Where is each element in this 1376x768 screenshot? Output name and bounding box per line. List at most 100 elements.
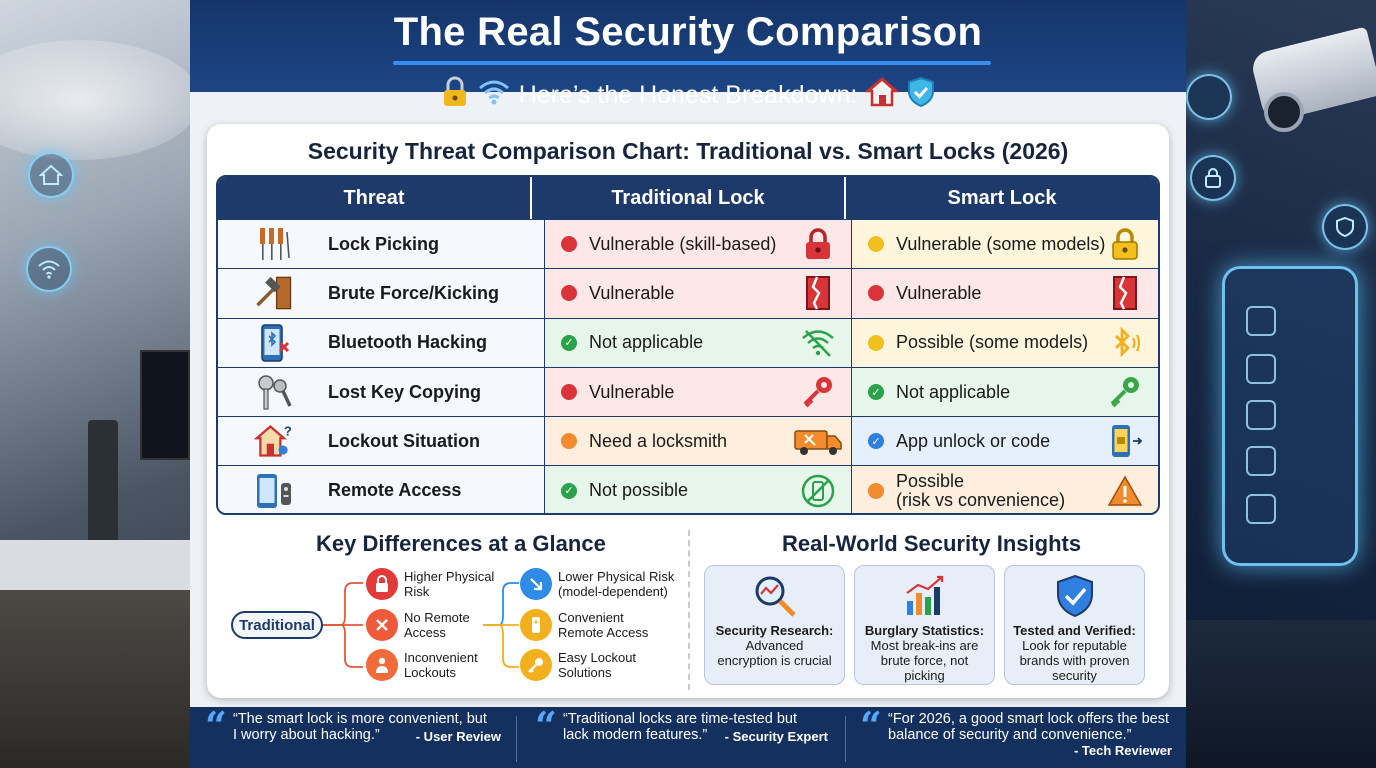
- status-dot-red: [561, 285, 577, 302]
- kd-item-easy-lockout: Easy Lockout Solutions: [520, 649, 688, 681]
- quote-line-1: “The smart lock is more convenient, but: [233, 711, 487, 727]
- phone-bluetooth-icon: [254, 323, 294, 363]
- wifi-icon: [477, 79, 511, 112]
- threat-cell: ? Lockout Situation: [218, 417, 545, 466]
- yellow-padlock-icon: [1106, 225, 1144, 263]
- house-icon: [864, 76, 900, 115]
- insight-body-2: brands with proven: [1019, 653, 1130, 668]
- threat-label: Lockout Situation: [328, 430, 480, 451]
- kd-line2: Solutions: [558, 665, 612, 680]
- threat-cell: Remote Access: [218, 466, 545, 513]
- column-header-traditional: Traditional Lock: [532, 177, 846, 219]
- threat-label: Remote Access: [328, 480, 462, 501]
- close-icon: [366, 609, 398, 641]
- table-header: Threat Traditional Lock Smart Lock: [218, 177, 1158, 219]
- quote-mark-icon: “: [535, 703, 557, 748]
- green-key-icon: [1106, 373, 1144, 411]
- insight-card-research: Security Research: Advanced encryption i…: [704, 565, 845, 685]
- quote-divider: [516, 716, 517, 762]
- quote-line-2: lack modern features.”: [563, 727, 708, 743]
- kd-item-inconvenient: Inconvenient Lockouts: [366, 649, 514, 681]
- traditional-cell: Vulnerable: [545, 269, 852, 318]
- quote-tech-reviewer: “ “For 2026, a good smart lock offers th…: [860, 707, 1172, 759]
- broken-door-icon: [1106, 274, 1144, 312]
- key-differences-connectors: [323, 582, 519, 668]
- quotes-bar: [190, 707, 1186, 768]
- lock-pick-tools-icon: [254, 224, 294, 264]
- shield-icon: [907, 76, 935, 115]
- background-smart-home-right: [1186, 0, 1376, 768]
- traditional-pill: Traditional: [231, 611, 323, 639]
- quote-author: - Security Expert: [724, 729, 828, 744]
- wifi-off-icon: [799, 324, 837, 362]
- threat-label: Lost Key Copying: [328, 381, 482, 402]
- lock-node-icon: [1190, 155, 1236, 201]
- traditional-cell: Vulnerable (skill-based): [545, 220, 852, 269]
- insight-body-1: Look for reputable: [1022, 638, 1127, 653]
- traditional-value: Need a locksmith: [589, 430, 728, 451]
- wifi-icon: [26, 246, 72, 292]
- section-divider: [688, 530, 690, 690]
- column-header-smart: Smart Lock: [947, 186, 1057, 209]
- insights-title: Real-World Security Insights: [782, 531, 1082, 556]
- threat-label: Brute Force/Kicking: [328, 282, 500, 303]
- traditional-cell: Vulnerable: [545, 367, 852, 417]
- status-dot-red: [868, 285, 884, 302]
- smart-value-line-2: (risk vs convenience): [896, 489, 1066, 510]
- insight-heading: Tested and Verified:: [1013, 623, 1136, 638]
- quote-user-review: “ “The smart lock is more convenient, bu…: [205, 707, 501, 745]
- quote-line-2: balance of security and convenience.”: [888, 727, 1132, 743]
- insight-heading: Burglary Statistics:: [864, 623, 985, 638]
- smart-value: Vulnerable (some models): [896, 233, 1106, 254]
- insight-body-2: brute force, not: [880, 653, 969, 668]
- traditional-value: Not applicable: [589, 332, 704, 353]
- arrow-down-icon: [520, 568, 552, 600]
- kd-line1: Higher Physical: [404, 569, 495, 584]
- kd-line1: Convenient: [558, 610, 624, 625]
- threat-label: Bluetooth Hacking: [328, 332, 488, 353]
- phone-remote-icon: [254, 471, 294, 511]
- status-dot-red: [561, 384, 577, 401]
- status-dot-yellow: [868, 334, 884, 351]
- insight-card-tested: Tested and Verified: Look for reputable …: [1004, 565, 1145, 685]
- threat-cell: Bluetooth Hacking: [218, 318, 545, 367]
- quote-mark-icon: “: [205, 703, 227, 748]
- smart-value-line-1: Possible: [896, 470, 965, 491]
- broken-door-icon: [799, 274, 837, 312]
- insight-body-3: security: [1052, 668, 1097, 683]
- column-header-threat: Threat: [218, 177, 532, 219]
- kd-item-convenient-remote: Convenient Remote Access: [520, 609, 688, 641]
- insight-body-1: Most break-ins are: [870, 638, 979, 653]
- locksmith-van-icon: [793, 422, 843, 460]
- lock-icon: [366, 568, 398, 600]
- kd-line2: Lockouts: [404, 665, 457, 680]
- smart-cell: Vulnerable: [852, 269, 1158, 318]
- person-lockout-icon: [366, 649, 398, 681]
- subtitle-row: Here’s the Honest Breakdown:: [190, 76, 1186, 115]
- title-underline: [393, 61, 991, 65]
- threat-label: Lock Picking: [328, 233, 440, 254]
- status-check-green: ✓: [561, 334, 577, 351]
- table-row: Brute Force/Kicking Vulnerable Vulnerabl…: [218, 268, 1158, 318]
- wifi-node-icon: [1186, 74, 1232, 120]
- smart-value: Possible (risk vs convenience): [896, 470, 1066, 510]
- smart-value: App unlock or code: [896, 430, 1051, 451]
- red-key-icon: [799, 373, 837, 411]
- magnifier-chart-icon: [752, 573, 798, 619]
- smart-cell: ✓ App unlock or code: [852, 417, 1158, 466]
- kd-line1: Lower Physical Risk: [558, 569, 675, 584]
- bar-chart-icon: [902, 573, 948, 619]
- smart-panel-display: [1222, 266, 1358, 566]
- quote-divider: [845, 716, 846, 762]
- traditional-value: Vulnerable: [589, 282, 675, 303]
- quote-line-1: “For 2026, a good smart lock offers the …: [888, 711, 1170, 727]
- table-row: Remote Access ✓ Not possible Possible (r…: [218, 465, 1158, 513]
- phone-unlock-icon: [1106, 422, 1144, 460]
- kd-line1: Easy Lockout: [558, 650, 637, 665]
- quote-author: - User Review: [415, 729, 501, 744]
- chart-title: Security Threat Comparison Chart: Tradit…: [307, 138, 1069, 164]
- bluetooth-icon: [1106, 324, 1144, 362]
- table-row: Lost Key Copying Vulnerable ✓ Not applic…: [218, 366, 1158, 417]
- padlock-icon: [441, 76, 469, 115]
- kd-line2: (model-dependent): [558, 584, 668, 599]
